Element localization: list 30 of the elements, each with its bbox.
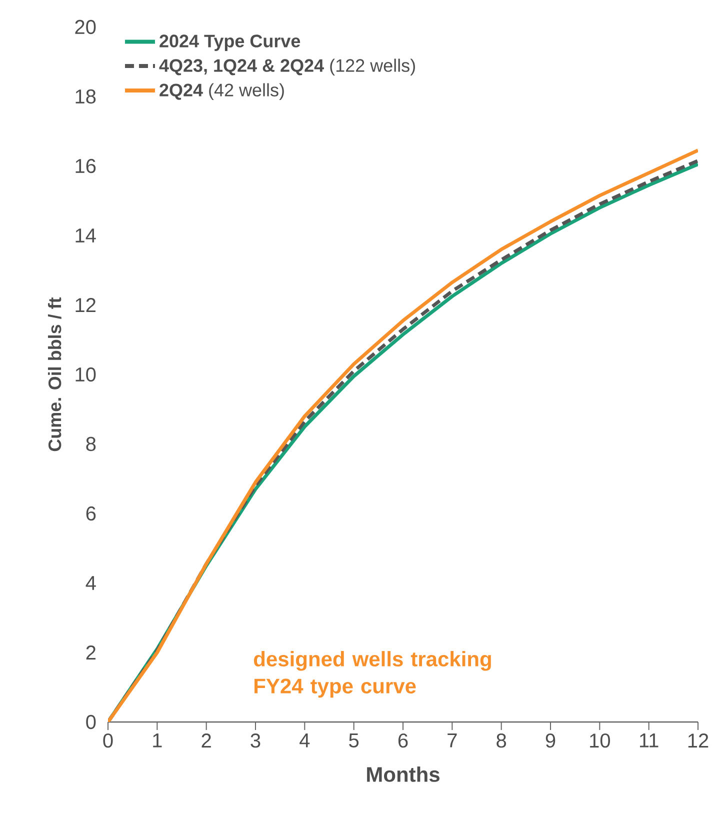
x-tick-label: 2 [202, 734, 211, 748]
x-tick-label: 12 [688, 734, 708, 748]
x-tick-label: 5 [349, 734, 359, 748]
annotation: designed wells tracking FY24 type curve [254, 651, 491, 698]
y-tick-label: 6 [86, 506, 96, 521]
y-tick-label: 0 [86, 714, 96, 730]
y-axis-title: Cume. Oil bbls / ft [48, 297, 62, 452]
x-tick-label: 8 [496, 734, 506, 748]
x-tick-label: 1 [153, 734, 162, 748]
y-tick-label: 4 [86, 576, 96, 590]
x-tick-label: 4 [300, 734, 310, 748]
x-tick-label: 9 [546, 734, 556, 748]
x-tick-label: 7 [448, 734, 457, 748]
y-tick-label: 12 [76, 298, 96, 312]
y-tick-label: 20 [75, 20, 96, 34]
x-tick-label: 6 [398, 734, 408, 748]
y-tick-label: 10 [76, 367, 96, 382]
y-tick-label: 8 [86, 436, 96, 452]
y-tick-label: 16 [76, 158, 96, 174]
legend-label: 4Q23, 1Q24 & 2Q24 (122 wells) [159, 58, 415, 76]
x-tick-label: 10 [590, 734, 610, 748]
y-tick-label: 2 [86, 646, 96, 660]
y-tick-label: 14 [76, 228, 96, 242]
x-tick-label: 0 [103, 734, 113, 748]
x-axis-title: Months [367, 766, 440, 782]
x-tick-label: 3 [250, 734, 260, 748]
legend-label: 2024 Type Curve [160, 34, 300, 51]
legend-label: 2Q24 (42 wells) [160, 83, 284, 100]
y-tick-label: 18 [76, 89, 96, 104]
x-tick-label: 11 [640, 734, 658, 748]
